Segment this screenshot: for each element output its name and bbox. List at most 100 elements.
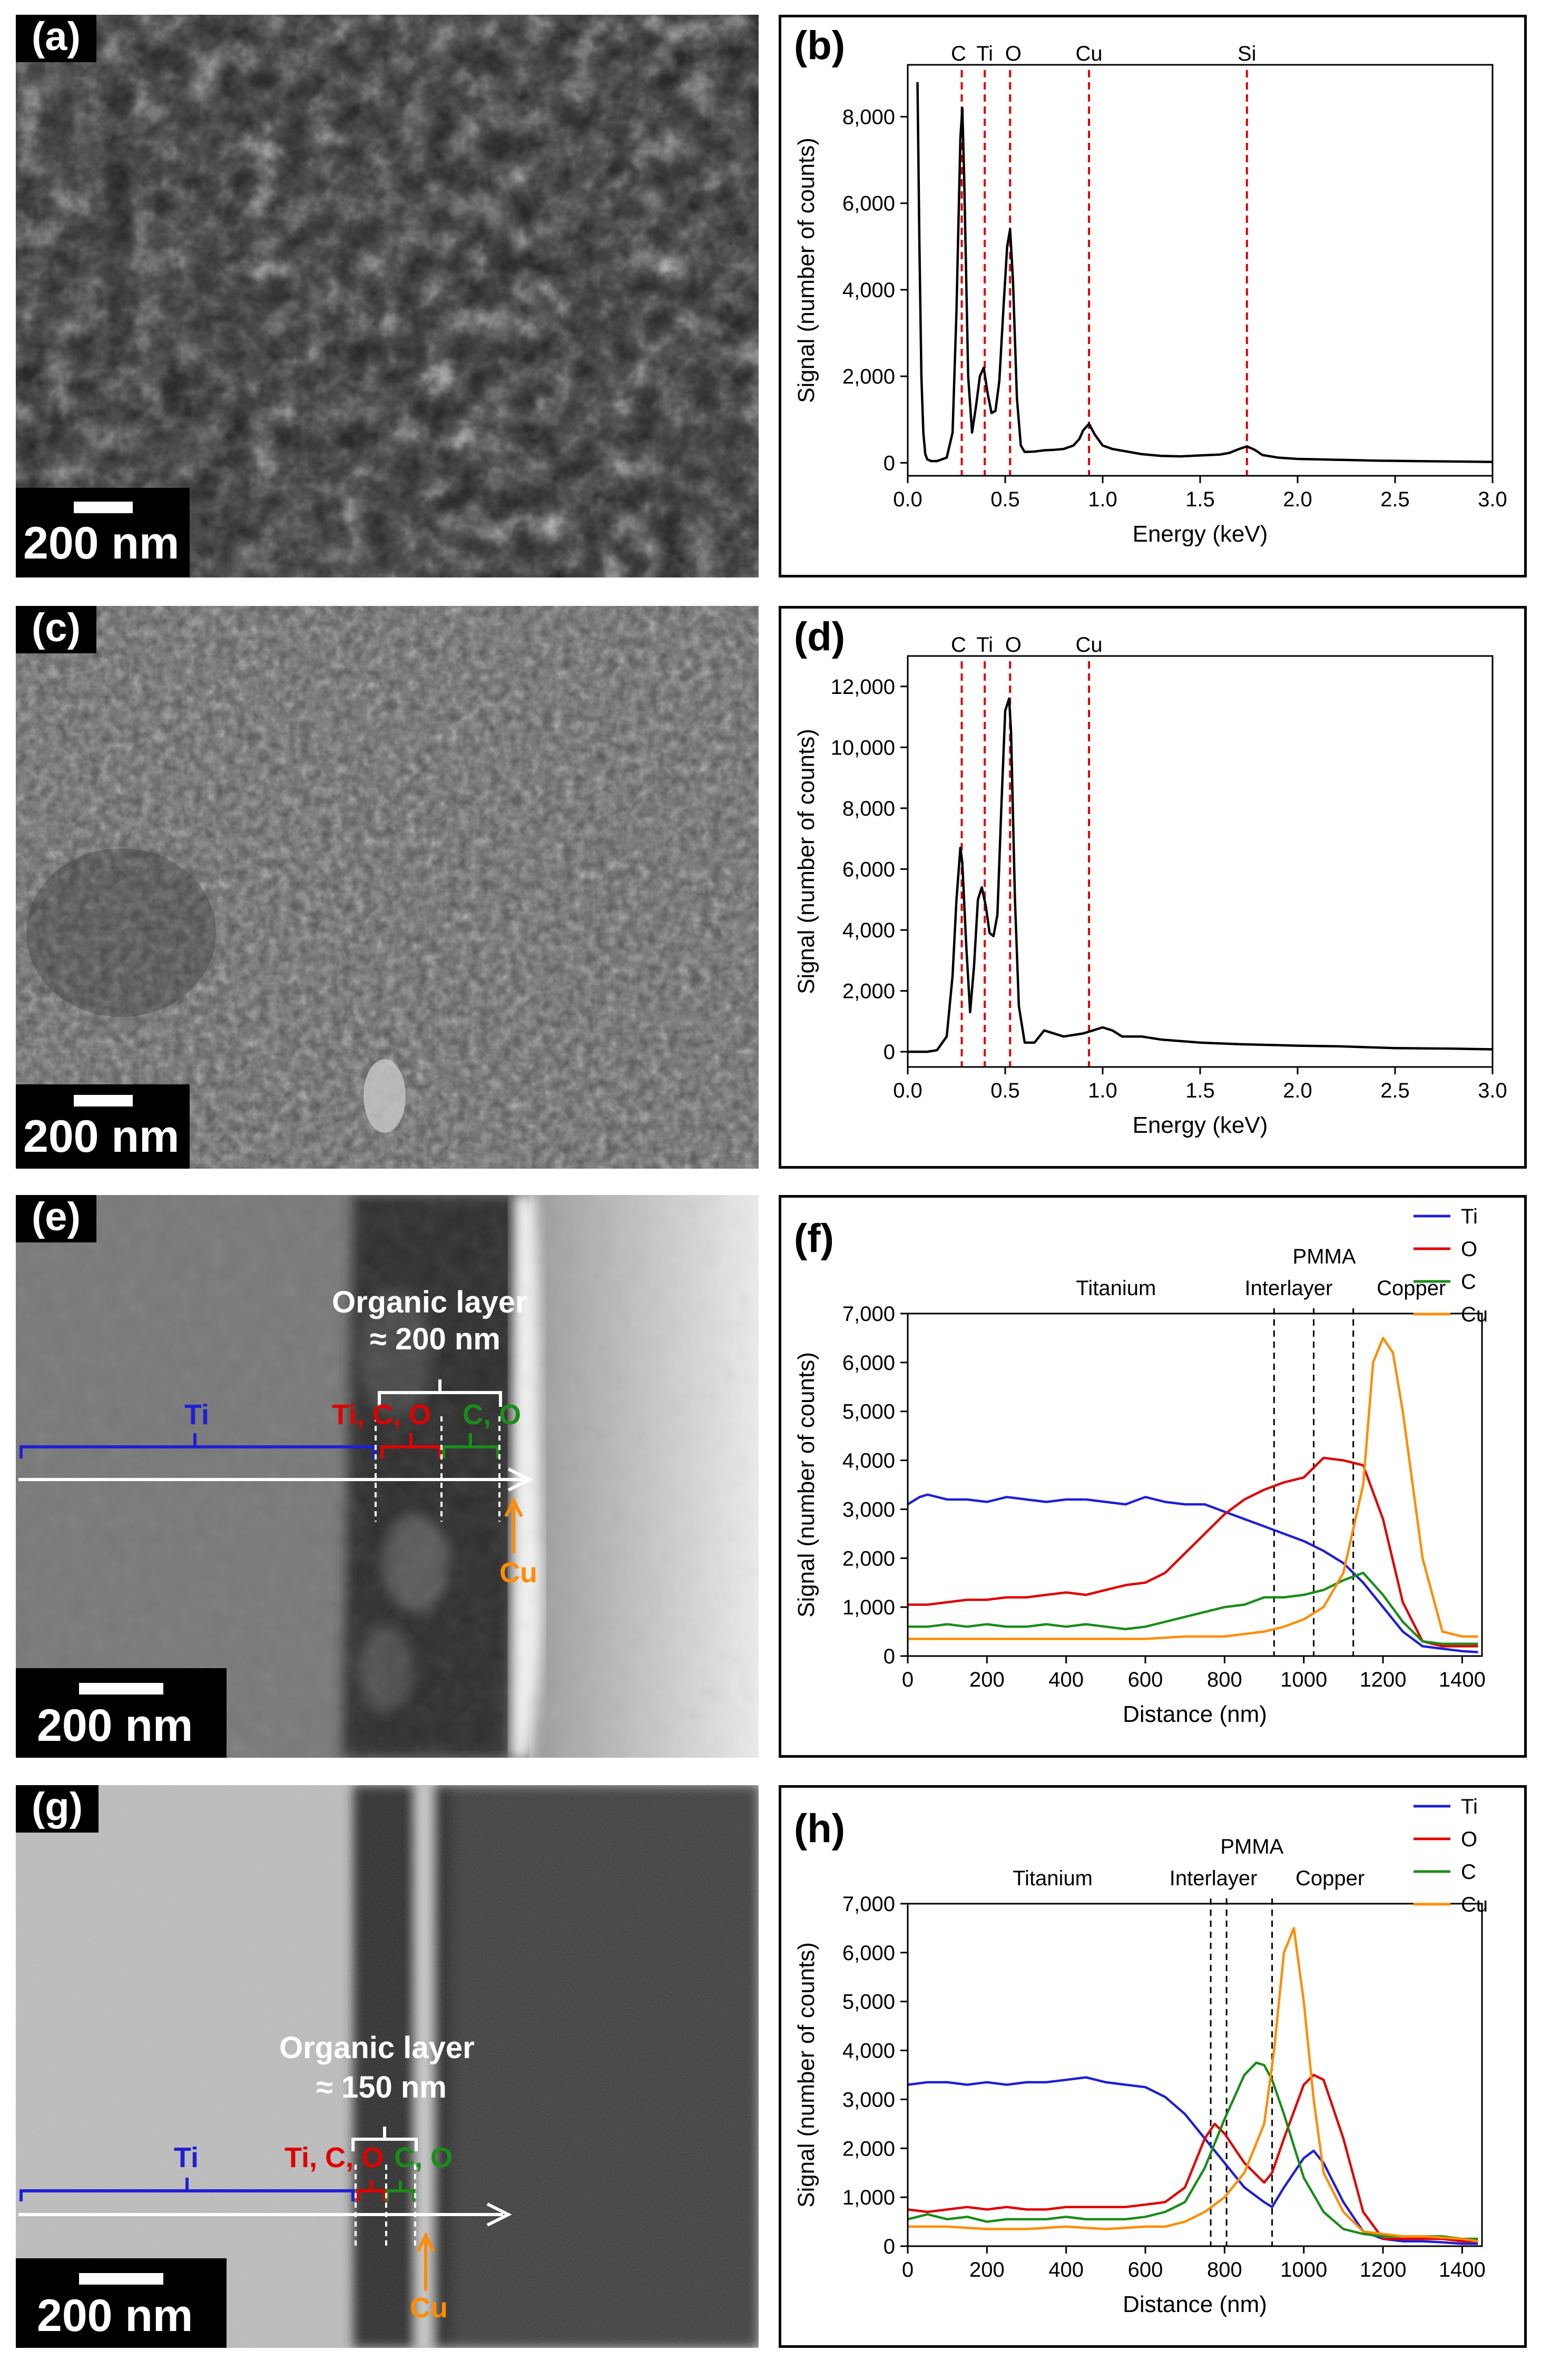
tem-texture-g xyxy=(16,1785,759,2348)
legend-label-C: C xyxy=(1461,1860,1476,1884)
panel-label-b: (b) xyxy=(794,23,846,68)
zone-label-co-e: C, O xyxy=(463,1399,522,1431)
legend-label-Ti: Ti xyxy=(1461,1795,1478,1818)
scale-line-e xyxy=(79,1683,163,1695)
y-tick-label: 4,000 xyxy=(842,2040,895,2063)
x-axis-label: Energy (keV) xyxy=(1133,1112,1268,1138)
region-label-interlayer: Interlayer xyxy=(1245,1277,1333,1300)
region-label-pmma: PMMA xyxy=(1293,1245,1356,1268)
x-tick-label: 600 xyxy=(1128,1668,1163,1691)
panel-label-h: (h) xyxy=(794,1806,846,1851)
y-tick-label: 2,000 xyxy=(842,1547,895,1570)
chart-panel-b: C Ti O Cu Si 0.0 0.5 1.0 1.5 2.0 2.5 3.0 0 2,000 4,000… xyxy=(779,15,1527,577)
sem-texture-a xyxy=(16,15,759,577)
chart-svg-h: Titanium PMMA Interlayer Copper 0 200 400 600 80… xyxy=(793,1795,1488,2317)
scale-text-c: 200 nm xyxy=(23,1111,180,1162)
y-tick-label: 6,000 xyxy=(842,192,895,216)
ref-label-Si: Si xyxy=(1238,42,1257,65)
organic-layer-thickness-e: ≈ 200 nm xyxy=(370,1322,500,1356)
y-tick-label: 2,000 xyxy=(842,980,895,1003)
x-tick-label: 3.0 xyxy=(1478,1079,1507,1102)
panel-label-g: (g) xyxy=(16,1785,99,1833)
panel-label-a: (a) xyxy=(16,15,96,62)
legend-label-C: C xyxy=(1461,1270,1476,1294)
y-tick-label: 8,000 xyxy=(842,797,895,820)
series-line-Cu xyxy=(908,1927,1478,2242)
chart-panel-h: Titanium PMMA Interlayer Copper 0 200 400 600 80… xyxy=(779,1785,1527,2348)
y-tick-label: 4,000 xyxy=(842,279,895,302)
scale-line-c xyxy=(74,1095,133,1106)
scale-line-a xyxy=(74,502,133,513)
x-tick-label: 0 xyxy=(902,2258,914,2281)
x-tick-label: 0 xyxy=(902,1668,914,1691)
x-tick-label: 2.0 xyxy=(1283,488,1312,511)
y-axis-label: Signal (number of counts) xyxy=(793,729,819,994)
zone-label-ticO-g: Ti, C, O xyxy=(284,2142,384,2173)
scale-text-g: 200 nm xyxy=(37,2290,193,2341)
scale-bar-g: 200 nm xyxy=(16,2258,227,2348)
x-tick-label: 1000 xyxy=(1280,2258,1327,2281)
x-tick-label: 0.5 xyxy=(990,488,1020,511)
scale-bar-a: 200 nm xyxy=(16,488,190,577)
panel-label-e: (e) xyxy=(16,1195,96,1242)
scale-bar-e: 200 nm xyxy=(16,1668,227,1758)
plot-frame xyxy=(907,64,1494,477)
y-tick-label: 5,000 xyxy=(842,1991,895,2014)
chart-panel-f: Titanium PMMA Interlayer Copper 0 200 400 600 80… xyxy=(779,1195,1527,1758)
x-tick-label: 1.5 xyxy=(1185,1079,1215,1102)
y-tick-label: 5,000 xyxy=(842,1400,895,1424)
scale-text-e: 200 nm xyxy=(37,1700,193,1751)
x-tick-label: 0.0 xyxy=(893,1079,922,1102)
region-label-copper: Copper xyxy=(1295,1867,1365,1890)
x-tick-label: 0.5 xyxy=(990,1079,1020,1102)
cu-label-g: Cu xyxy=(410,2292,448,2324)
x-tick-label: 200 xyxy=(969,1668,1005,1691)
scale-text-a: 200 nm xyxy=(23,518,180,569)
ref-label-Ti: Ti xyxy=(976,633,993,657)
x-axis-label: Distance (nm) xyxy=(1123,2291,1267,2317)
series-line-O xyxy=(908,1456,1478,1648)
x-tick-label: 2.5 xyxy=(1380,488,1410,511)
chart-svg-d: C Ti O Cu 0.0 0.5 1.0 1.5 2.0 2.5 3.0 0 2,000 4,000 6,… xyxy=(793,633,1507,1138)
x-tick-label: 0.0 xyxy=(893,488,922,511)
x-tick-label: 1200 xyxy=(1360,2258,1407,2281)
y-axis-label: Signal (number of counts) xyxy=(793,138,819,403)
x-tick-label: 1.5 xyxy=(1185,488,1215,511)
cu-label-e: Cu xyxy=(499,1557,537,1589)
x-tick-label: 1200 xyxy=(1360,1668,1407,1691)
x-tick-label: 400 xyxy=(1048,2258,1084,2281)
organic-layer-thickness-g: ≈ 150 nm xyxy=(316,2070,447,2104)
chart-panel-d: C Ti O Cu 0.0 0.5 1.0 1.5 2.0 2.5 3.0 0 2,000 4,000 6,… xyxy=(779,606,1527,1169)
y-tick-label: 12,000 xyxy=(831,675,895,699)
ref-label-Cu: Cu xyxy=(1076,633,1103,657)
scale-bar-c: 200 nm xyxy=(16,1084,190,1169)
x-tick-label: 1400 xyxy=(1439,2258,1486,2281)
y-tick-label: 3,000 xyxy=(842,2088,895,2111)
legend-label-Cu: Cu xyxy=(1461,1303,1488,1326)
zone-label-ti-g: Ti xyxy=(174,2142,199,2173)
region-label-titanium: Titanium xyxy=(1076,1277,1156,1300)
chart-svg-b: C Ti O Cu Si 0.0 0.5 1.0 1.5 2.0 2.5 3.0 0 2,000 4,000… xyxy=(793,42,1507,547)
y-tick-label: 2,000 xyxy=(842,365,895,388)
tem-texture-e xyxy=(16,1195,759,1758)
tem-image-e: (e) Organic layer ≈ 200 nm Ti Ti, C, O C… xyxy=(16,1195,759,1758)
ref-label-Cu: Cu xyxy=(1076,42,1103,65)
plot-frame xyxy=(907,1313,1483,1657)
x-tick-label: 2.5 xyxy=(1380,1079,1410,1102)
x-tick-label: 400 xyxy=(1048,1668,1084,1691)
y-tick-label: 2,000 xyxy=(842,2137,895,2160)
legend-label-Ti: Ti xyxy=(1461,1205,1478,1228)
y-tick-label: 10,000 xyxy=(831,736,895,759)
y-tick-label: 0 xyxy=(884,2235,895,2258)
x-tick-label: 800 xyxy=(1207,1668,1242,1691)
x-tick-label: 2.0 xyxy=(1283,1079,1312,1102)
y-tick-label: 4,000 xyxy=(842,1449,895,1473)
x-tick-label: 1.0 xyxy=(1088,488,1117,511)
scale-line-g xyxy=(79,2273,163,2285)
y-tick-label: 6,000 xyxy=(842,1942,895,1965)
legend-label-O: O xyxy=(1461,1238,1477,1261)
y-axis-label: Signal (number of counts) xyxy=(793,1352,819,1618)
ref-label-Ti: Ti xyxy=(976,42,993,65)
y-tick-label: 7,000 xyxy=(842,1893,895,1916)
